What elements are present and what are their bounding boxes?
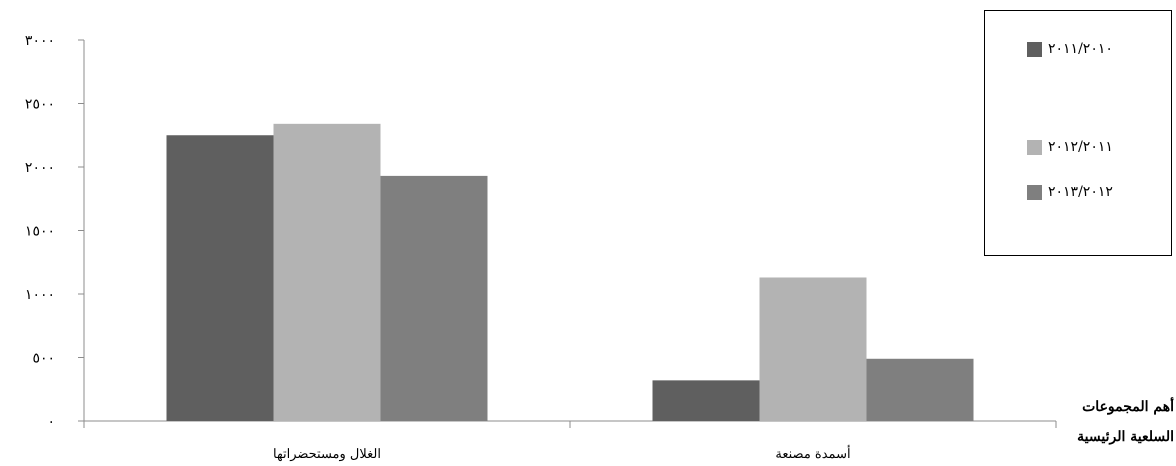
y-axis-ticks: ٠ ٥٠٠ ١٠٠٠ ١٥٠٠ ٢٠٠٠ ٢٥٠٠ ٣٠٠٠ <box>25 33 84 430</box>
bar-2-series-1 <box>652 380 760 421</box>
bar-2-series-3 <box>866 358 974 421</box>
bar-2-series-2 <box>759 277 867 421</box>
y-tick-label: ١٠٠٠ <box>25 287 55 303</box>
chart-legend: ٢٠١١/٢٠١٠ ٢٠١٢/٢٠١١ ٢٠١٣/٢٠١٢ <box>984 10 1172 256</box>
bar-1-series-3 <box>380 175 488 421</box>
y-tick-label: ١٥٠٠ <box>25 224 55 240</box>
legend-label-series-1: ٢٠١١/٢٠١٠ <box>1048 41 1113 57</box>
legend-item-series-2: ٢٠١٢/٢٠١١ <box>1027 139 1113 155</box>
x-axis-title-line-2: السلعية الرئيسية <box>1077 429 1174 445</box>
y-tick-label: ٢٥٠٠ <box>25 97 55 113</box>
legend-swatch-series-1 <box>1027 41 1042 57</box>
legend-item-series-1: ٢٠١١/٢٠١٠ <box>1027 41 1113 57</box>
legend-swatch-series-2 <box>1027 139 1042 155</box>
y-tick-label: ٣٠٠٠ <box>25 33 55 49</box>
x-category-label: الغلال ومستحضراتها <box>273 447 381 462</box>
x-category-label: أسمدة مصنعة <box>775 445 850 462</box>
legend-swatch-series-3 <box>1027 184 1042 200</box>
legend-item-series-3: ٢٠١٣/٢٠١٢ <box>1027 184 1113 200</box>
x-axis-title: أهم المجموعات السلعية الرئيسية <box>1028 392 1174 452</box>
y-tick-label: ٢٠٠٠ <box>25 160 55 176</box>
legend-label-series-2: ٢٠١٢/٢٠١١ <box>1048 139 1113 155</box>
legend-label-series-3: ٢٠١٣/٢٠١٢ <box>1048 184 1113 200</box>
x-axis-categories: الغلال ومستحضراتها أسمدة مصنعة <box>83 421 1057 462</box>
y-tick-label: ٥٠٠ <box>32 351 55 367</box>
y-tick-label: ٠ <box>47 414 55 430</box>
chart-bars <box>166 123 974 421</box>
bar-1-series-2 <box>273 123 381 421</box>
bar-1-series-1 <box>166 135 274 421</box>
x-axis-title-line-1: أهم المجموعات <box>1082 399 1174 415</box>
